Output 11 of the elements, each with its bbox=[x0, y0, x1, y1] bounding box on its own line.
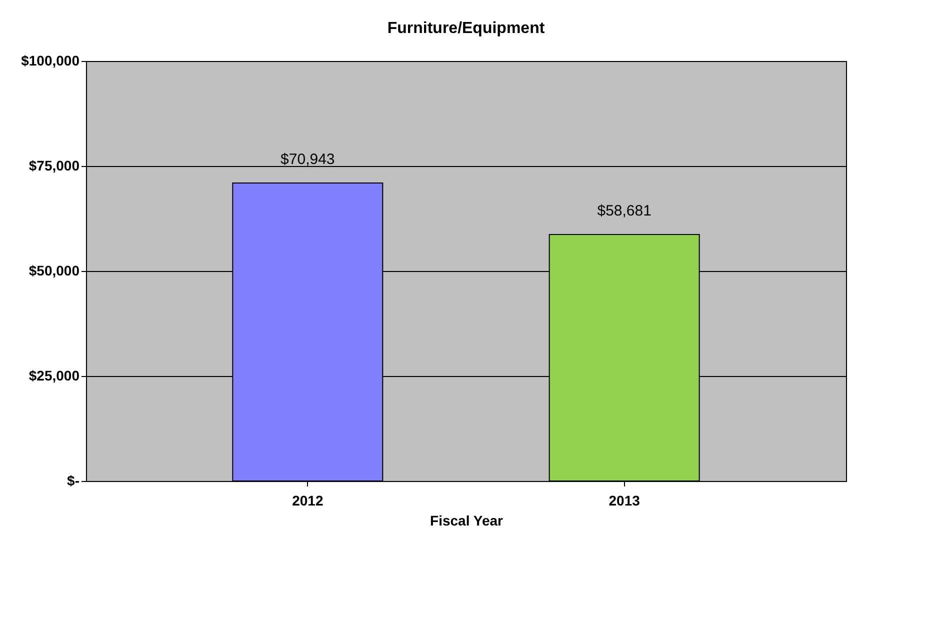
y-tick-label: $- bbox=[67, 472, 80, 488]
chart-title: Furniture/Equipment bbox=[387, 20, 546, 37]
y-tick-label: $50,000 bbox=[28, 262, 80, 278]
y-tick-label: $100,000 bbox=[21, 52, 80, 68]
y-tick-label: $75,000 bbox=[28, 158, 80, 174]
x-tick-label: 2013 bbox=[608, 492, 640, 508]
x-axis-title: Fiscal Year bbox=[430, 512, 504, 528]
y-tick-label: $25,000 bbox=[28, 368, 80, 384]
data-label: $70,943 bbox=[280, 151, 335, 168]
data-label: $58,681 bbox=[597, 202, 652, 220]
x-tick-label: 2012 bbox=[292, 492, 324, 508]
